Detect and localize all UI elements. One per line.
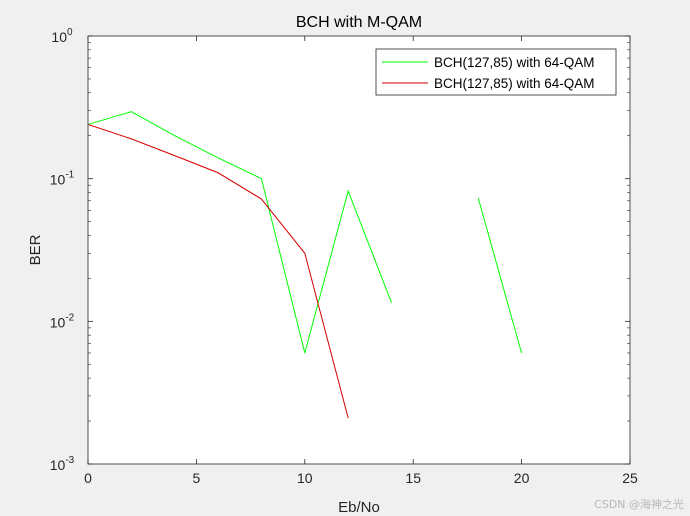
y-tick-base: 10 <box>50 314 66 330</box>
y-tick-label: 100 <box>51 27 73 45</box>
x-axis-label: Eb/No <box>338 499 380 516</box>
x-tick-label: 15 <box>405 470 421 486</box>
series-line-1 <box>87 111 392 354</box>
series-line-1 <box>477 198 523 354</box>
x-tick-label: 20 <box>514 470 530 486</box>
watermark: CSDN @海神之光 <box>594 498 684 511</box>
plot-series <box>87 111 523 419</box>
y-tick-base: 10 <box>50 457 66 473</box>
x-tick-label: 10 <box>297 470 313 486</box>
x-tick-label: 5 <box>193 470 201 486</box>
y-tick-label: 10-3 <box>50 455 75 473</box>
y-tick-label: 10-2 <box>50 312 75 330</box>
legend-label-1: BCH(127,85) with 64-QAM <box>434 55 595 70</box>
y-tick-base: 10 <box>51 29 67 45</box>
axes-box <box>87 35 631 465</box>
legend: BCH(127,85) with 64-QAM BCH(127,85) with … <box>375 48 617 96</box>
x-tick-label: 25 <box>622 470 638 486</box>
y-tick-exponent: -2 <box>65 312 74 323</box>
x-tick-label: 0 <box>84 470 92 486</box>
y-tick-exponent: 0 <box>67 27 73 38</box>
y-tick-exponent: -3 <box>65 455 74 466</box>
series-line-2 <box>87 123 349 419</box>
y-tick-label: 10-1 <box>50 170 75 188</box>
y-tick-exponent: -1 <box>65 170 74 181</box>
chart-title: BCH with M-QAM <box>296 14 422 31</box>
legend-label-2: BCH(127,85) with 64-QAM <box>434 76 595 91</box>
y-tick-base: 10 <box>50 172 66 188</box>
legend-box <box>375 48 617 96</box>
plot-area <box>88 36 630 464</box>
y-axis-label: BER <box>27 234 44 265</box>
